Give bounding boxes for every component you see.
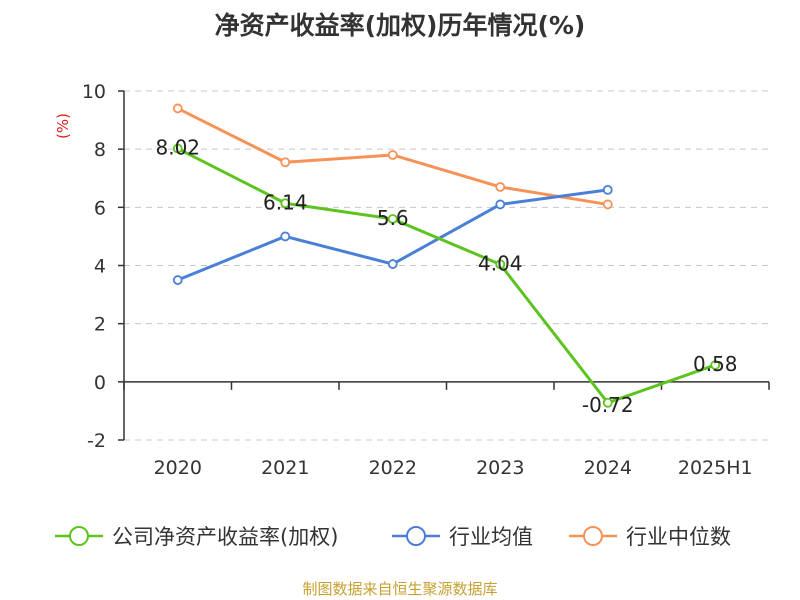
legend-label: 公司净资产收益率(加权) [112,525,338,549]
data-point [280,198,291,209]
x-tick-label: 2024 [584,457,632,479]
data-point [172,143,183,154]
legend-label: 行业均值 [449,525,533,549]
data-label: 0.58 [693,352,738,376]
y-tick-label: 0 [94,372,106,394]
x-tick-label: 2022 [369,457,417,479]
data-label: -0.72 [582,393,634,417]
x-tick-label: 2020 [154,457,202,479]
y-tick-label: 2 [94,314,106,336]
legend-marker [406,526,426,546]
data-point [710,360,721,370]
source-note: 制图数据来自恒生聚源数据库 [302,580,498,598]
series-line-0 [177,147,716,405]
data-point [387,259,398,269]
y-tick-label: 8 [94,139,106,161]
data-point [387,214,398,224]
chart-title: 净资产收益率(加权)历年情况(%) [214,11,586,40]
data-label: 4.04 [478,251,523,275]
data-point [602,397,613,408]
data-point [495,199,506,210]
x-tick-label: 2025H1 [678,457,753,479]
data-point [387,150,398,160]
y-tick-label: 4 [94,256,106,278]
y-tick-label: 10 [82,81,106,103]
data-point [495,259,506,270]
data-point [495,182,506,192]
data-point [602,199,613,210]
line-chart: -2 0 2 4 6 8 10 (%) 2020 2021 2022 2023 2024 2025H1 8.… [54,81,770,549]
legend-label: 行业中位数 [626,525,731,549]
y-tick-label: -2 [87,430,106,452]
data-label: 6.14 [263,190,308,214]
data-point [280,231,291,242]
x-tick-label: 2023 [476,457,524,479]
data-point [280,157,291,168]
data-label: 8.02 [155,136,200,160]
y-tick-label: 6 [94,197,106,219]
data-point [602,184,613,195]
legend-marker [69,526,89,546]
legend-marker [583,526,603,546]
data-label: 5.6 [377,206,409,230]
x-tick-label: 2021 [261,457,309,479]
y-axis-label: (%) [54,113,72,139]
data-point [172,103,183,114]
data-point [172,275,183,285]
